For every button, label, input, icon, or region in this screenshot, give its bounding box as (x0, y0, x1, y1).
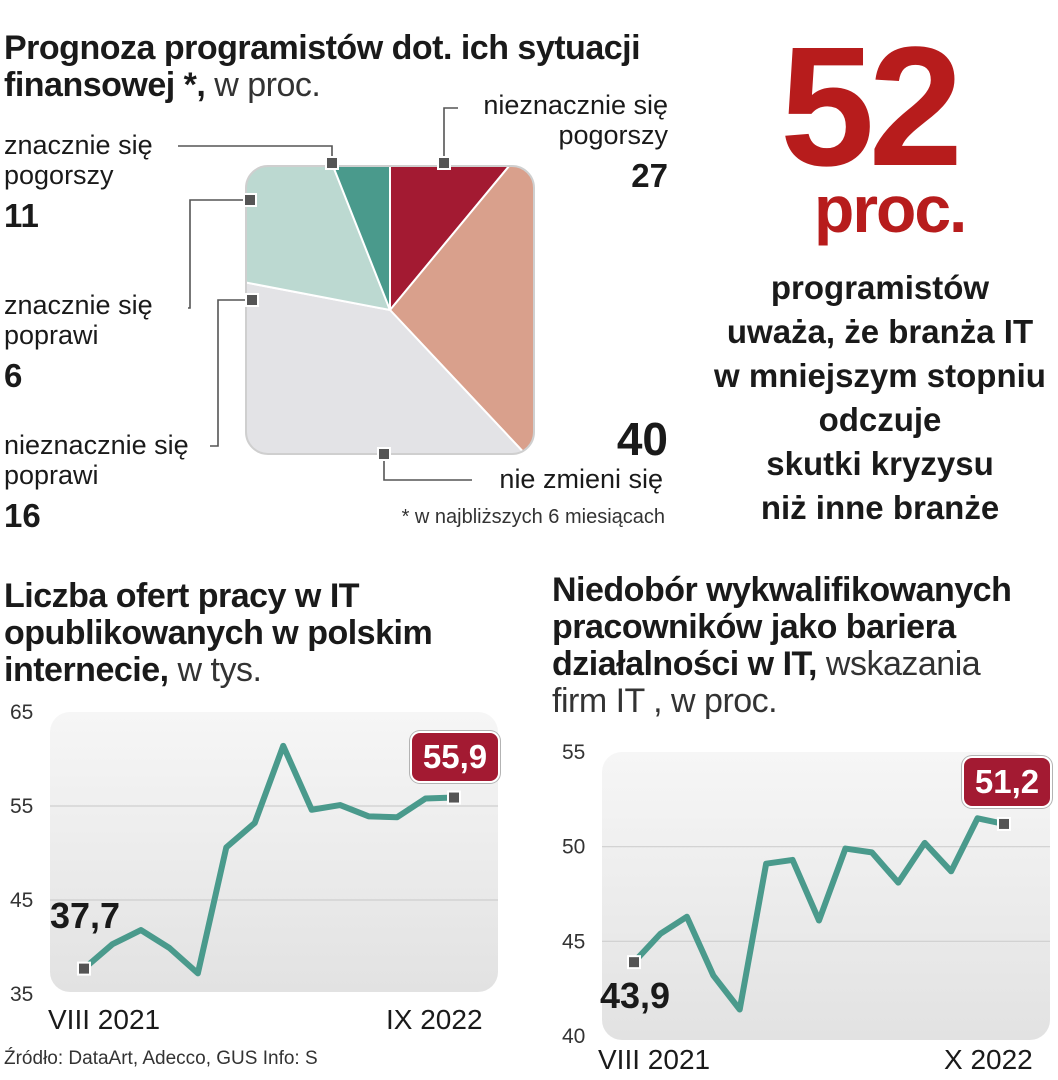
leader-znacznie-pogorszy (178, 145, 333, 163)
shortage-svg-series-line (631, 815, 1007, 1013)
label-znacznie-pogorszy-l1: znacznie się (4, 130, 153, 160)
stat-line-4: odczuje (818, 401, 942, 438)
label-znacznie-pogorszy-l2: pogorszy (4, 160, 114, 190)
offers-svg-ytick-45: 45 (10, 889, 33, 912)
stat-line-1: programistów (770, 269, 990, 306)
shortage-svg-ytick-45: 45 (562, 930, 585, 953)
offers-first-label: 37,7 (50, 895, 121, 936)
stat-line-5: skutki kryzysu (766, 445, 994, 482)
value-nieznacznie-pogorszy: 27 (631, 157, 668, 194)
shortage-chart: 40 45 50 55 (562, 741, 1050, 1048)
stat-value: 52 (780, 12, 963, 202)
label-nieznacznie-pogorszy-l1: nieznacznie się (483, 90, 668, 120)
pie-slice-4 (246, 166, 391, 311)
leader-nieznacznie-pogorszy (443, 107, 458, 163)
label-znacznie-poprawi: znacznie się poprawi 6 (4, 290, 153, 394)
offers-svg-ytick-35: 35 (10, 983, 33, 1006)
shortage-last-badge: 51,2 (964, 758, 1050, 806)
offers-svg-plot-bg (50, 712, 498, 992)
label-nieznacznie-pogorszy-l2: pogorszy (558, 120, 668, 150)
value-nie-zmieni: 40 (616, 413, 668, 465)
label-znacznie-pogorszy: znacznie się pogorszy 11 (4, 130, 153, 234)
marker-nieznacznie-pogorszy (437, 156, 451, 170)
shortage-title-l1: Niedobór wykwalifikowanych (552, 571, 1012, 609)
leader-nieznacznie-poprawi (210, 299, 252, 447)
label-nieznacznie-poprawi-l2: poprawi (4, 460, 99, 490)
offers-title-l1: Liczba ofert pracy w IT (4, 577, 360, 615)
pie-title-line1: Prognoza programistów dot. ich sytuacji (4, 29, 641, 67)
shortage-title-l4: firm IT , w proc. (552, 682, 778, 720)
shortage-svg-ytick-55: 55 (562, 741, 585, 764)
offers-svg-point-13 (447, 790, 461, 805)
label-nie-zmieni: nie zmieni się (499, 464, 663, 494)
pie-footnote: * w najbliższych 6 miesiącach (401, 506, 665, 528)
offers-chart: 35 45 55 65 (10, 701, 498, 1006)
stat-unit: proc. (814, 172, 967, 246)
offers-title: Liczba ofert pracy w IT opublikowanych w… (4, 578, 544, 689)
shortage-title-l3: działalności w IT, (552, 645, 817, 683)
source-note: Źródło: DataArt, Adecco, GUS Info: S (4, 1048, 318, 1069)
pie-slices (246, 166, 534, 454)
offers-title-l2: opublikowanych w polskim (4, 614, 433, 652)
offers-title-unit: w tys. (168, 651, 262, 689)
leader-znacznie-poprawi (188, 199, 250, 309)
value-nieznacznie-poprawi: 16 (4, 497, 41, 534)
marker-znacznie-pogorszy (325, 156, 339, 170)
shortage-title-l2: pracowników jako bariera (552, 608, 956, 646)
shortage-svg-ytick-40: 40 (562, 1025, 585, 1048)
offers-title-l3: internecie, (4, 651, 169, 689)
shortage-x-end: X 2022 (944, 1044, 1033, 1075)
label-nieznacznie-poprawi: nieznacznie się poprawi 16 (4, 430, 189, 534)
label-znacznie-poprawi-l1: znacznie się (4, 290, 153, 320)
value-znacznie-poprawi: 6 (4, 357, 23, 394)
offers-svg-ytick-65: 65 (10, 701, 33, 724)
leader-nie-zmieni (383, 454, 472, 481)
label-nieznacznie-poprawi-l1: nieznacznie się (4, 430, 189, 460)
marker-nie-zmieni (377, 447, 391, 461)
value-znacznie-pogorszy: 11 (4, 197, 39, 234)
offers-svg-series-line (81, 742, 457, 977)
offers-svg-ytick-55: 55 (10, 795, 33, 818)
pie-slice-0 (389, 166, 534, 313)
marker-nieznacznie-poprawi (245, 293, 259, 307)
shortage-svg-ytick-50: 50 (562, 836, 585, 859)
offers-x-start: VIII 2021 (48, 1004, 161, 1035)
shortage-title: Niedobór wykwalifikowanych pracowników j… (552, 572, 1058, 720)
offers-last-badge: 55,9 (412, 733, 498, 781)
label-znacznie-poprawi-l2: poprawi (4, 320, 99, 350)
stat-line-6: niż inne branże (760, 489, 1000, 526)
stat-statement: programistów uważa, że branża IT w mniej… (700, 266, 1058, 530)
pie-chart (178, 107, 535, 481)
label-nieznacznie-pogorszy: nieznacznie się pogorszy 27 (483, 90, 668, 194)
offers-svg-point-0 (77, 961, 91, 976)
pie-title-unit: w proc. (205, 66, 321, 104)
stat-line-3: w mniejszym stopniu (714, 357, 1046, 394)
shortage-svg-point-14 (997, 816, 1011, 831)
shortage-x-start: VIII 2021 (598, 1044, 711, 1075)
marker-znacznie-poprawi (243, 193, 257, 207)
pie-title: Prognoza programistów dot. ich sytuacji … (4, 30, 724, 104)
shortage-title-l3-light: wskazania (816, 645, 981, 683)
pie-title-line2: finansowej *, (4, 66, 206, 104)
pie-slice-3 (246, 166, 392, 312)
stat-line-2: uważa, że branża IT (726, 313, 1034, 350)
offers-x-end: IX 2022 (386, 1004, 483, 1035)
shortage-svg-point-0 (627, 955, 641, 970)
shortage-first-label: 43,9 (600, 975, 671, 1016)
